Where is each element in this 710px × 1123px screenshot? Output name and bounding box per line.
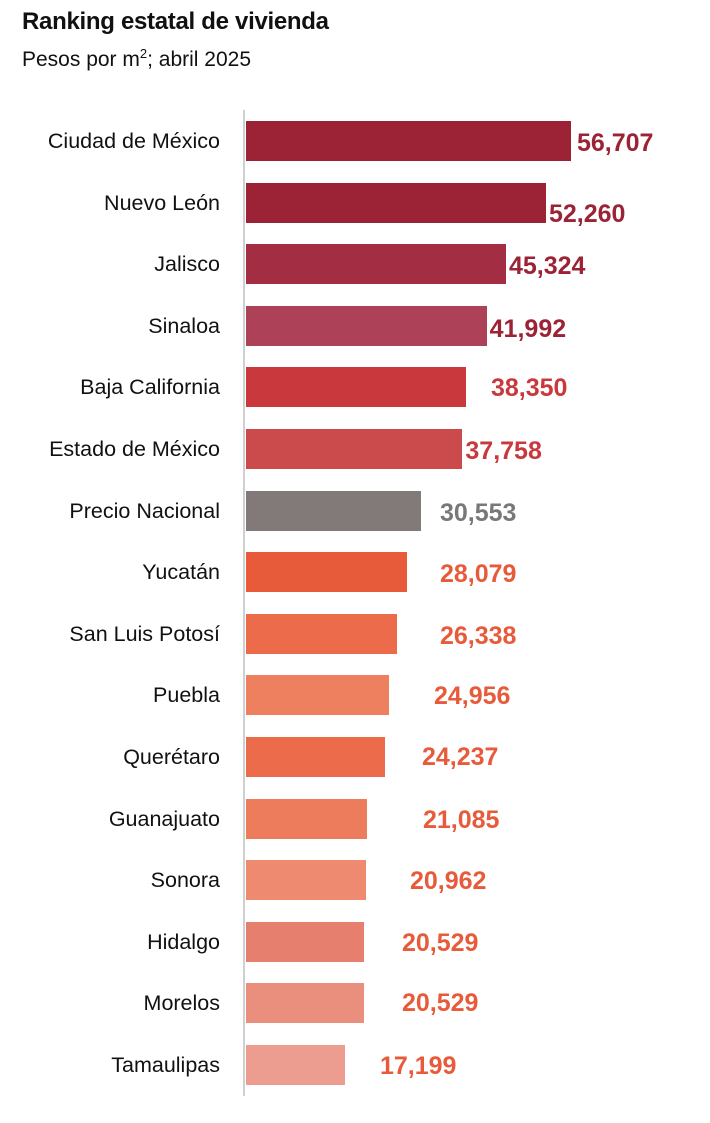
- bar: [246, 121, 571, 161]
- data-label: 17,199: [380, 1052, 457, 1080]
- chart-title: Ranking estatal de vivienda: [22, 8, 329, 35]
- category-label: Nuevo León: [104, 190, 220, 215]
- data-label: 56,707: [577, 129, 654, 157]
- bar: [246, 921, 364, 962]
- data-label: 28,079: [440, 560, 517, 589]
- bar: [246, 798, 367, 839]
- category-label: San Luis Potosí: [69, 621, 220, 646]
- data-label: 21,085: [423, 805, 500, 834]
- bar: [246, 1045, 345, 1085]
- y-axis-line: [243, 110, 245, 1096]
- bar: [246, 613, 397, 654]
- data-label: 38,350: [491, 374, 568, 403]
- category-label: Sonora: [150, 868, 220, 893]
- data-label: 26,338: [440, 621, 517, 650]
- category-label: Jalisco: [154, 252, 220, 277]
- data-label: 24,956: [434, 682, 511, 711]
- data-label: 24,237: [422, 743, 499, 771]
- bar: [246, 675, 390, 716]
- subtitle-superscript: 2: [139, 46, 148, 61]
- data-label: 20,529: [402, 928, 479, 957]
- data-label: 45,324: [509, 252, 586, 281]
- data-label: 20,962: [410, 867, 487, 896]
- bar: [246, 552, 407, 593]
- bar: [246, 983, 364, 1024]
- category-label: Morelos: [143, 991, 220, 1016]
- data-label: 41,992: [489, 314, 567, 343]
- category-label: Tamaulipas: [111, 1053, 220, 1077]
- category-label: Hidalgo: [147, 929, 220, 954]
- category-label: Baja California: [80, 375, 220, 400]
- category-label: Ciudad de México: [47, 129, 220, 153]
- subtitle-prefix: Pesos por m: [22, 48, 140, 71]
- data-label: 37,758: [465, 437, 542, 465]
- subtitle-suffix: ; abril 2025: [147, 48, 252, 71]
- bar: [246, 367, 466, 408]
- bar: [246, 860, 367, 901]
- bar: [246, 305, 487, 346]
- data-label: 52,260: [549, 199, 626, 228]
- bar: [246, 244, 506, 285]
- category-label: Precio Nacional: [69, 498, 220, 523]
- category-label: Guanajuato: [108, 806, 220, 831]
- category-label: Querétaro: [123, 745, 220, 769]
- bar: [246, 182, 546, 223]
- data-label: 20,529: [402, 989, 479, 1018]
- data-label: 30,553: [440, 498, 517, 527]
- bar: [246, 737, 385, 777]
- category-label: Yucatán: [142, 560, 220, 585]
- category-label: Estado de México: [49, 437, 220, 461]
- chart-subtitle: Pesos por m2; abril 2025: [22, 46, 251, 72]
- category-label: Sinaloa: [148, 313, 220, 338]
- bar: [246, 490, 422, 531]
- category-label: Puebla: [153, 683, 220, 708]
- bar: [246, 429, 463, 469]
